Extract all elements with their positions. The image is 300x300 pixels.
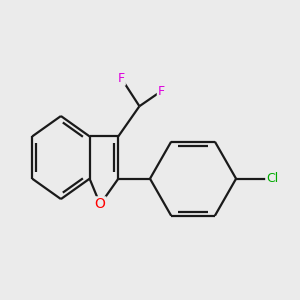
Text: O: O <box>95 197 106 212</box>
Text: Cl: Cl <box>266 172 278 185</box>
Text: F: F <box>158 85 165 98</box>
Text: F: F <box>118 72 125 85</box>
